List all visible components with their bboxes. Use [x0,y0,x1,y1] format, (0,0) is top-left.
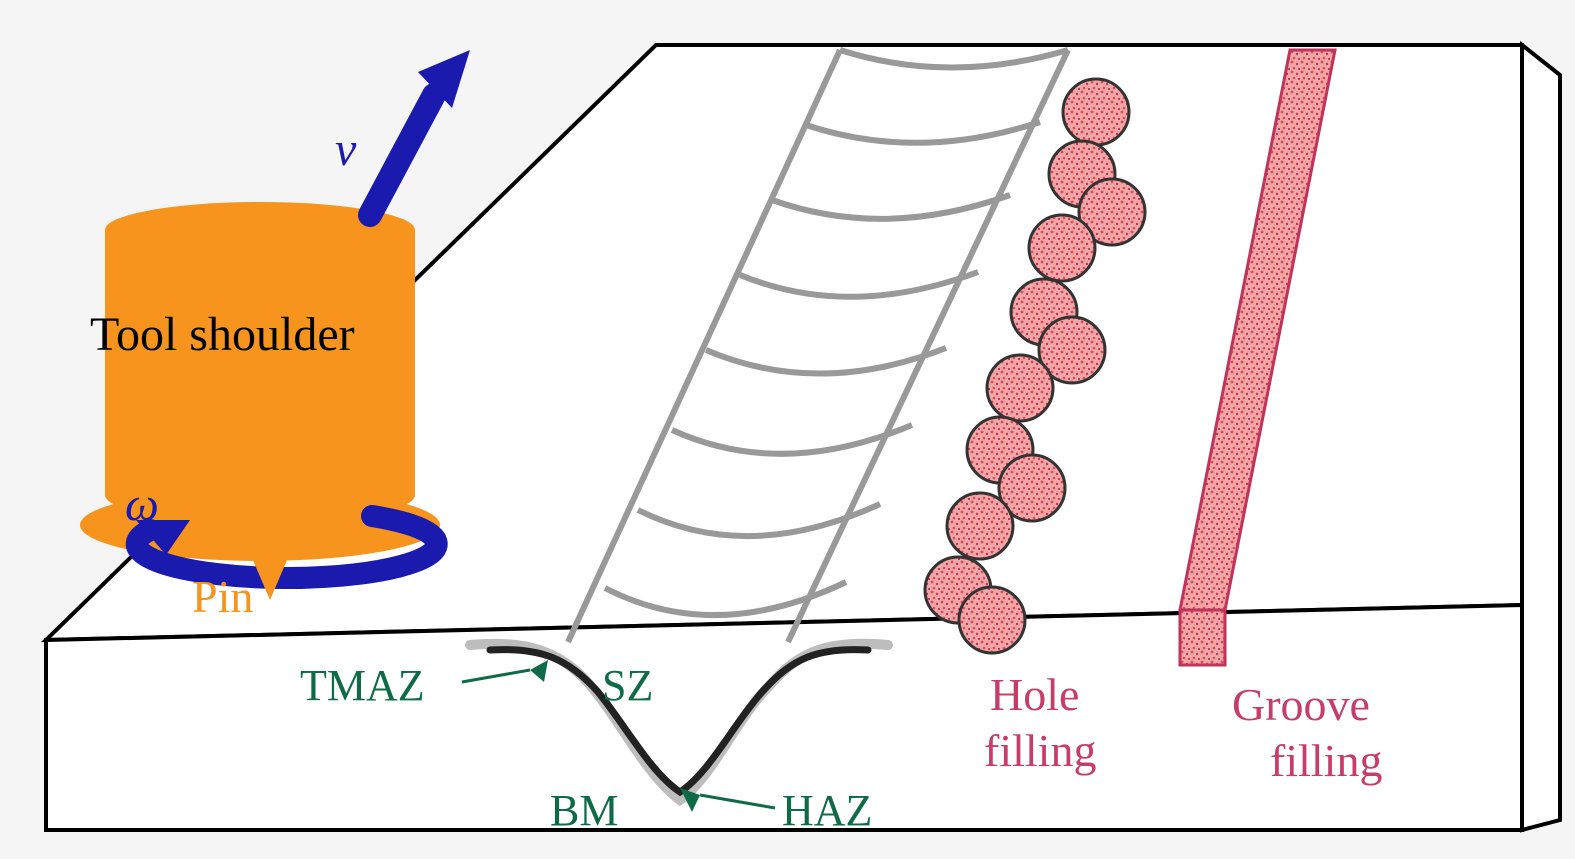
label-groove_filling_2: filling [1270,735,1382,786]
label-bm: BM [550,786,618,835]
label-groove_filling_1: Groove [1232,679,1370,730]
label-tmaz: TMAZ [300,661,425,710]
label-pin: Pin [192,571,253,622]
label-omega: ω [125,478,159,531]
hole [987,355,1053,421]
hole [959,587,1025,653]
tool [80,202,440,600]
label-tool_shoulder: Tool shoulder [90,308,355,361]
label-v: v [335,123,357,176]
label-sz: SZ [602,661,653,710]
label-hole_filling_1: Hole [990,669,1079,720]
label-haz: HAZ [782,786,872,835]
hole [1029,215,1095,281]
hole [1063,79,1129,145]
fsp-diagram: Tool shoulderPinvωTMAZSZBMHAZHolefilling… [0,0,1575,859]
label-hole_filling_2: filling [984,725,1096,776]
hole [947,493,1013,559]
